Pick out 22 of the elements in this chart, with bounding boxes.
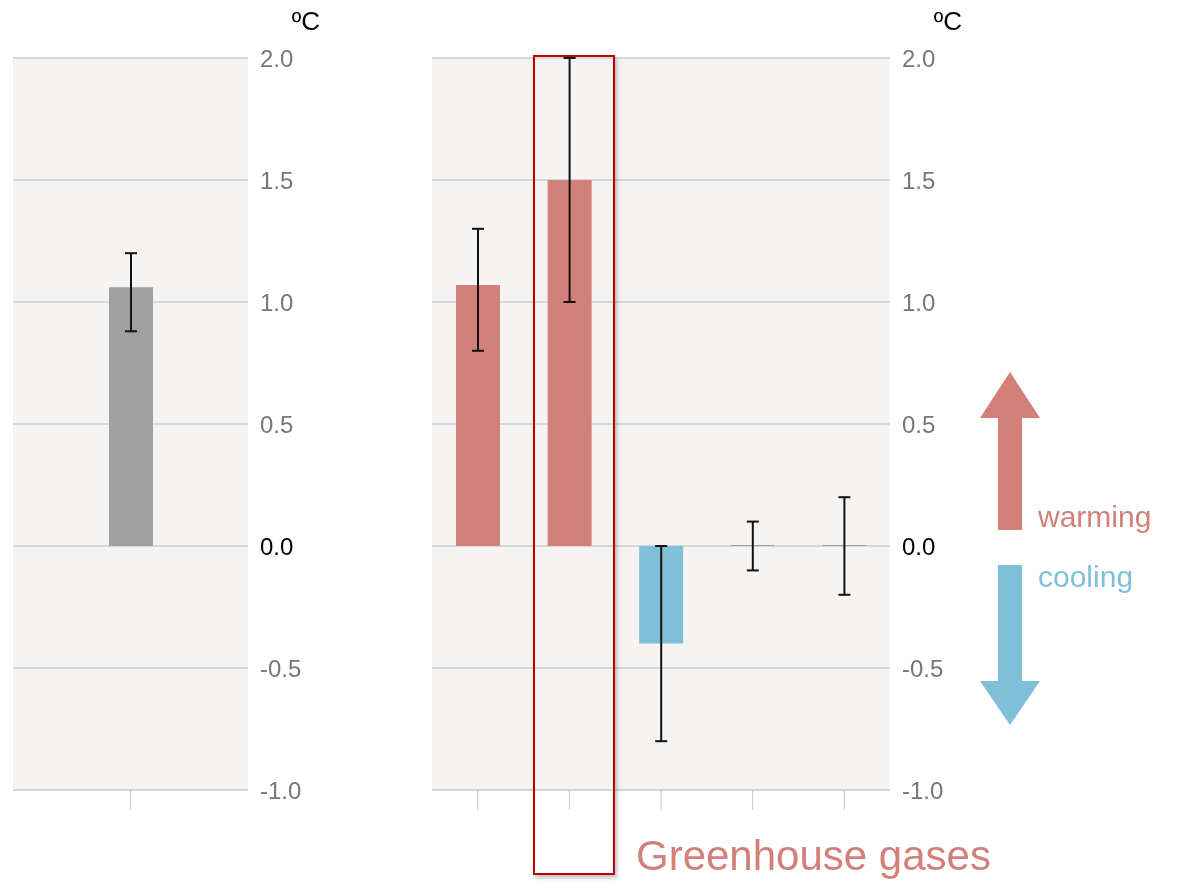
y-tick-label: 2.0 — [902, 45, 936, 72]
bar — [639, 546, 684, 644]
y-tick-label: 2.0 — [260, 45, 294, 72]
bar — [547, 180, 592, 546]
y-tick-label: 1.5 — [260, 167, 294, 194]
y-tick-label: -0.5 — [902, 655, 944, 682]
y-tick-label: 1.5 — [902, 167, 936, 194]
y-tick-label: -1.0 — [902, 777, 944, 804]
y-tick-label: 0.0 — [260, 533, 294, 560]
y-tick-label: 0.0 — [902, 533, 936, 560]
y-tick-label: -1.0 — [260, 777, 302, 804]
text: cooling — [1038, 560, 1134, 594]
text: warming — [1038, 500, 1152, 534]
y-tick-label: 0.5 — [902, 411, 936, 438]
y-axis-title: ºC — [290, 6, 320, 37]
text: Greenhouse gases — [636, 832, 991, 880]
y-tick-label: -0.5 — [260, 655, 302, 682]
bar — [456, 284, 500, 546]
y-axis-title: ºC — [932, 6, 962, 37]
y-tick-label: 0.5 — [260, 411, 294, 438]
y-tick-label: 1.0 — [260, 289, 294, 316]
y-tick-label: 1.0 — [902, 289, 936, 316]
